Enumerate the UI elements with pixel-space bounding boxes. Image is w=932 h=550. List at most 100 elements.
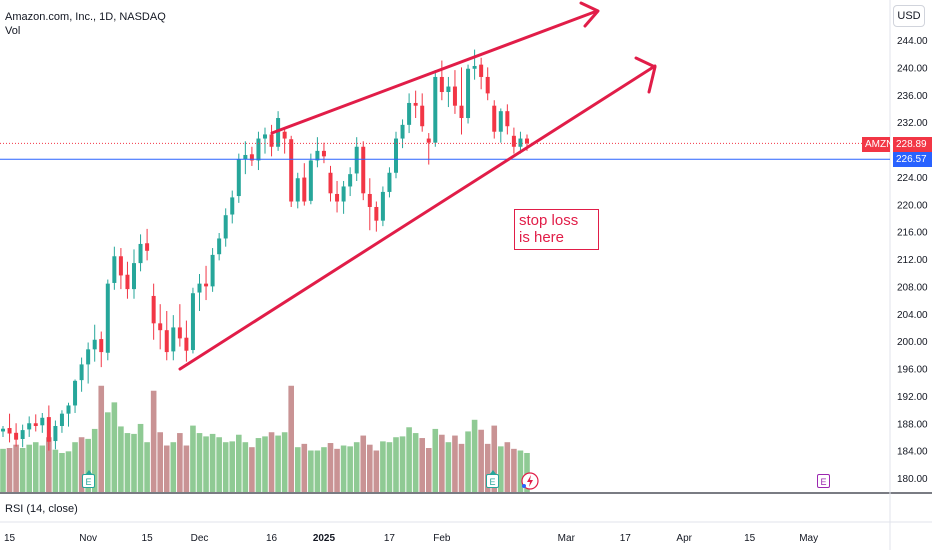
candle-body — [269, 134, 274, 147]
hline-price-tag[interactable]: 226.57 — [893, 152, 932, 167]
time-tick-label: Feb — [433, 533, 451, 544]
volume-bar — [190, 425, 196, 492]
price-axis[interactable]: 180.00 184.00 188.00 192.00 196.00 200.00 204.… — [897, 36, 928, 485]
volume-bar — [229, 441, 236, 492]
candle-body — [348, 174, 353, 187]
candle-body — [20, 430, 25, 439]
volume-bar — [275, 435, 281, 492]
volume-bar — [314, 450, 321, 492]
candle-body — [197, 283, 202, 293]
candle-body — [132, 263, 136, 290]
volume-bar — [367, 444, 373, 492]
earnings-past-icon[interactable]: E — [486, 470, 499, 488]
time-tick-label: 15 — [744, 533, 756, 544]
time-tick-label: Dec — [191, 533, 209, 544]
price-tick-label: 204.00 — [897, 310, 928, 321]
candle-body — [518, 138, 523, 147]
candle-body — [387, 172, 392, 192]
volume-bar — [85, 438, 91, 492]
candle-body — [308, 160, 313, 201]
candle-body — [479, 64, 484, 77]
time-tick-label: 15 — [4, 533, 16, 544]
candle-body — [105, 283, 110, 353]
time-tick-label: Mar — [558, 533, 576, 544]
volume-bar — [105, 412, 111, 492]
time-tick-label: 2025 — [313, 533, 336, 544]
trend-drawings[interactable] — [178, 1, 657, 371]
candle-body — [452, 86, 457, 106]
candle-body — [374, 206, 379, 221]
price-tick-label: 184.00 — [897, 447, 928, 458]
volume-bar — [334, 448, 340, 492]
volume-bar — [242, 442, 249, 492]
volume-legend[interactable]: Vol — [5, 25, 21, 37]
candle-body — [302, 177, 307, 202]
candle-body — [492, 105, 497, 132]
earnings-past-icon[interactable]: E — [82, 470, 95, 488]
price-tick-label: 196.00 — [897, 365, 928, 376]
volume-bar — [236, 434, 242, 492]
lower-trend-arrow — [178, 64, 657, 371]
volume-bar — [32, 442, 39, 492]
candle-body — [394, 138, 398, 173]
candles[interactable] — [1, 49, 529, 451]
stop-loss-note[interactable]: stop loss is here — [514, 209, 599, 250]
volume-bar — [111, 402, 118, 492]
candle-body — [40, 417, 45, 426]
volume-bar — [465, 431, 471, 492]
candle-body — [53, 425, 58, 442]
candle-body — [145, 243, 150, 251]
candle-body — [164, 330, 169, 353]
time-tick-label: 16 — [266, 533, 278, 544]
currency-button[interactable]: USD — [893, 5, 925, 27]
candle-body — [230, 197, 235, 215]
lightning-icon[interactable] — [521, 472, 539, 490]
volume-bar — [19, 448, 26, 492]
candle-body — [413, 102, 418, 106]
volume-bar — [65, 451, 72, 492]
candle-body — [59, 413, 64, 426]
candle-body — [485, 76, 490, 94]
candle-body — [466, 68, 471, 119]
volume-bar — [222, 442, 229, 492]
volume-bar — [478, 429, 484, 492]
candle-body — [295, 178, 300, 202]
volume-bar — [399, 436, 406, 492]
candle-body — [66, 405, 71, 414]
volume-bar — [46, 437, 52, 492]
candle-body — [171, 327, 176, 352]
upper-arrow-head — [579, 1, 600, 28]
candle-body — [433, 76, 438, 143]
volume-bar — [72, 442, 78, 492]
candle-body — [125, 274, 130, 290]
candle-body — [498, 111, 503, 132]
time-tick-label: 17 — [384, 533, 396, 544]
volume-bar — [498, 446, 504, 492]
candle-body — [315, 150, 320, 161]
volume-bar — [157, 432, 163, 492]
volume-bar — [124, 433, 131, 492]
candle-body — [446, 86, 451, 93]
earnings-upcoming-icon[interactable]: E — [817, 474, 830, 488]
symbol-legend[interactable]: Amazon.com, Inc., 1D, NASDAQ — [5, 11, 166, 23]
candle-body — [184, 337, 189, 351]
candle-body — [138, 243, 143, 264]
candle-body — [505, 111, 510, 127]
volume-bar — [373, 450, 380, 492]
rsi-legend[interactable]: RSI (14, close) — [5, 503, 78, 515]
note-line-2: is here — [519, 229, 565, 246]
candle-body — [243, 154, 248, 160]
volume-bar — [439, 434, 445, 492]
volume-bar — [78, 437, 85, 492]
candle-body — [328, 172, 333, 194]
volume-bar — [91, 428, 98, 492]
candle-body — [86, 349, 91, 365]
time-axis[interactable]: 15 Nov 15 Dec 16 2025 17 Feb Mar 17 Apr 15 May — [4, 533, 818, 544]
time-tick-label: May — [799, 533, 818, 544]
candle-body — [158, 323, 163, 331]
price-tick-label: 244.00 — [897, 36, 928, 47]
volume-bar — [471, 419, 478, 492]
candle-body — [420, 105, 425, 127]
